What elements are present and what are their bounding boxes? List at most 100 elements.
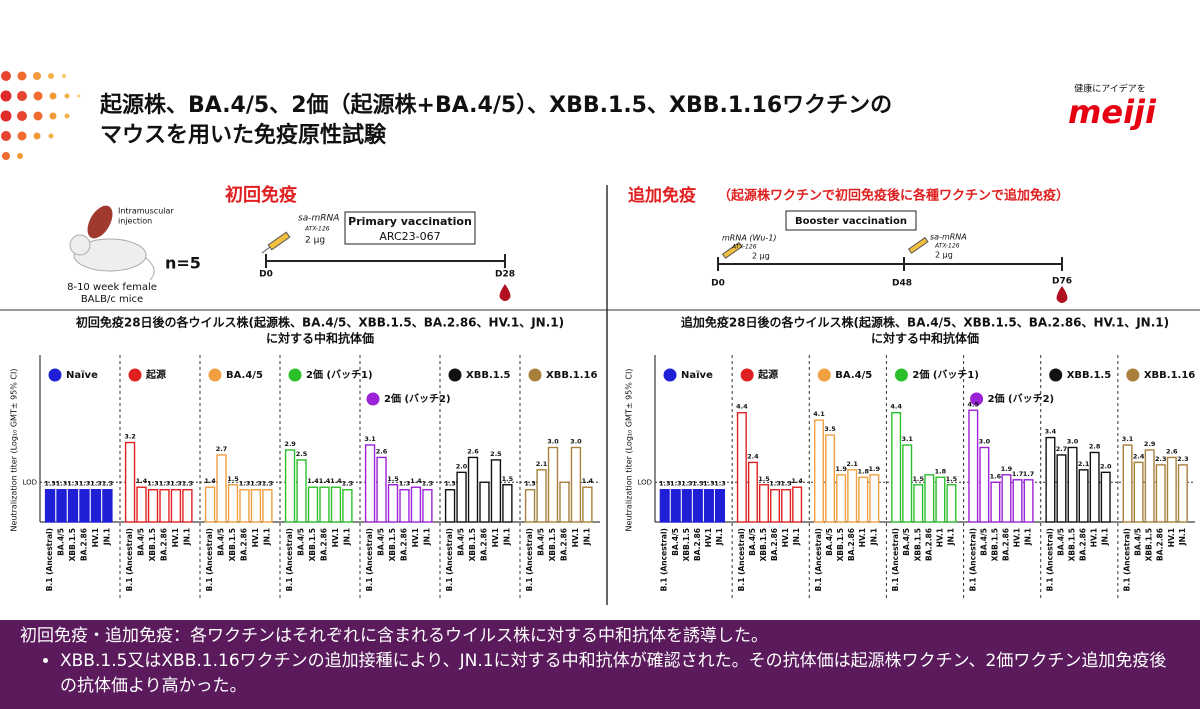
syringe-icon <box>721 241 743 259</box>
value-label: 3.5 <box>824 425 836 433</box>
x-tick-label: BA.4/5 <box>457 528 466 556</box>
value-label: 1.6 <box>990 472 1002 480</box>
x-tick-label: B.1 (Ancestral) <box>814 528 823 591</box>
bar <box>935 476 946 523</box>
bar <box>456 471 467 523</box>
bar <box>1100 471 1111 523</box>
bar <box>422 489 433 523</box>
box <box>344 211 476 245</box>
x-tick-label: XBB.1.5 <box>1145 528 1154 561</box>
x-tick-label: JN.1 <box>502 528 511 546</box>
value-label: 1.3 <box>399 480 411 488</box>
summary-box: 初回免疫・追加免疫：各ワクチンはそれぞれに含まれるウイルス株に対する中和抗体を誘… <box>0 620 1200 709</box>
x-tick-label: HV.1 <box>781 528 790 547</box>
lod-label: LOD <box>22 478 37 486</box>
value-label: 1.3 <box>422 480 434 488</box>
value-label: 3.0 <box>570 438 582 446</box>
value-label: 3.1 <box>1122 435 1134 443</box>
x-tick-label: HV.1 <box>491 528 500 547</box>
syringe-icon <box>907 236 929 254</box>
legend-marker <box>288 368 302 382</box>
value-label: 1.8 <box>857 467 869 475</box>
bar <box>836 474 847 523</box>
day-label: D0 <box>259 270 273 280</box>
x-tick-label: BA.2.86 <box>924 528 933 561</box>
slide-graphics: 起源株、BA.4/5、2価（起源株+BA.4/5）、XBB.1.5、XBB.1.… <box>0 71 1200 605</box>
bar <box>968 409 979 523</box>
logo-tagline: 健康にアイデアを <box>1074 83 1146 95</box>
vaccine-label: sa-mRNA <box>298 214 339 224</box>
value-label: 1.3 <box>714 480 726 488</box>
mouse-icon <box>69 205 155 281</box>
bar <box>536 469 547 523</box>
legend-label: 2価 (バッチ2) <box>988 392 1055 405</box>
x-tick-label: JN.1 <box>1178 528 1187 546</box>
value-label: 1.3 <box>659 480 671 488</box>
bar <box>979 446 990 523</box>
legend-label: 起源 <box>145 368 166 381</box>
x-tick-label: BA.4/5 <box>377 528 386 556</box>
bar <box>227 484 239 523</box>
legend-label: BA.4/5 <box>226 370 263 381</box>
x-tick-label: B.1 (Ancestral) <box>125 528 134 591</box>
value-label: 4.4 <box>736 403 748 411</box>
value-label: 1.9 <box>1001 465 1013 473</box>
value-label: 2.4 <box>747 452 759 460</box>
x-tick-label: BA.2.86 <box>1156 528 1165 561</box>
x-tick-label: BA.4/5 <box>137 528 146 556</box>
x-tick-label: HV.1 <box>331 528 340 547</box>
legend-marker <box>1126 368 1140 382</box>
x-tick-label: XBB.1.5 <box>468 528 477 561</box>
value-label: 3.4 <box>1045 428 1057 436</box>
section-subheading: （起源株ワクチンで初回免疫後に各種ワクチンで追加免疫） <box>718 188 1069 204</box>
legend-label: 起源 <box>757 368 778 381</box>
lipid-label: ATX-126 <box>731 244 757 251</box>
x-tick-label: BA.2.86 <box>559 528 568 561</box>
legend-marker <box>528 368 542 382</box>
value-label: 1.7 <box>1012 470 1024 478</box>
bar <box>813 419 825 523</box>
x-tick-label: B.1 (Ancestral) <box>737 528 746 591</box>
x-tick-label: XBB.1.5 <box>759 528 768 561</box>
legend-marker <box>208 368 222 382</box>
value-label: 1.3 <box>524 480 536 488</box>
x-tick-label: HV.1 <box>1013 528 1022 547</box>
bar <box>136 486 147 523</box>
bar <box>467 456 479 523</box>
x-tick-label: B.1 (Ancestral) <box>1123 528 1132 591</box>
x-tick-label: JN.1 <box>792 528 801 546</box>
x-tick-label: BA.4/5 <box>825 528 834 556</box>
legend-label: XBB.1.16 <box>546 370 597 381</box>
bar <box>869 474 880 523</box>
legend-marker <box>740 368 754 382</box>
bar <box>1067 446 1078 523</box>
legend-label: 2価 (バッチ1) <box>306 368 373 381</box>
chart-title: に対する中和抗体価 <box>871 331 979 346</box>
x-tick-label: BA.4/5 <box>217 528 226 556</box>
x-tick-label: BA.2.86 <box>159 528 168 561</box>
bar <box>891 412 902 523</box>
box-title: Booster vaccination <box>795 216 907 227</box>
value-label: 1.3 <box>67 480 79 488</box>
bar <box>319 486 330 523</box>
value-label: 1.3 <box>102 480 114 488</box>
value-label: 2.6 <box>1166 447 1178 455</box>
bar <box>1177 464 1188 523</box>
value-label: 1.3 <box>147 480 159 488</box>
bar <box>262 489 273 523</box>
value-label: 3.0 <box>547 438 559 446</box>
bar <box>758 484 769 523</box>
x-tick-label: B.1 (Ancestral) <box>660 528 669 591</box>
bar <box>102 489 113 523</box>
x-tick-label: XBB.1.5 <box>68 528 77 561</box>
x-tick-label: XBB.1.5 <box>913 528 922 561</box>
bar <box>239 489 250 523</box>
value-label: 1.3 <box>670 480 682 488</box>
x-tick-label: JN.1 <box>869 528 878 546</box>
x-tick-label: B.1 (Ancestral) <box>891 528 900 591</box>
x-tick-label: JN.1 <box>946 528 955 546</box>
value-label: 1.5 <box>912 475 924 483</box>
day-label: D0 <box>711 279 725 289</box>
bar <box>376 456 387 523</box>
x-tick-label: BA.2.86 <box>1079 528 1088 561</box>
